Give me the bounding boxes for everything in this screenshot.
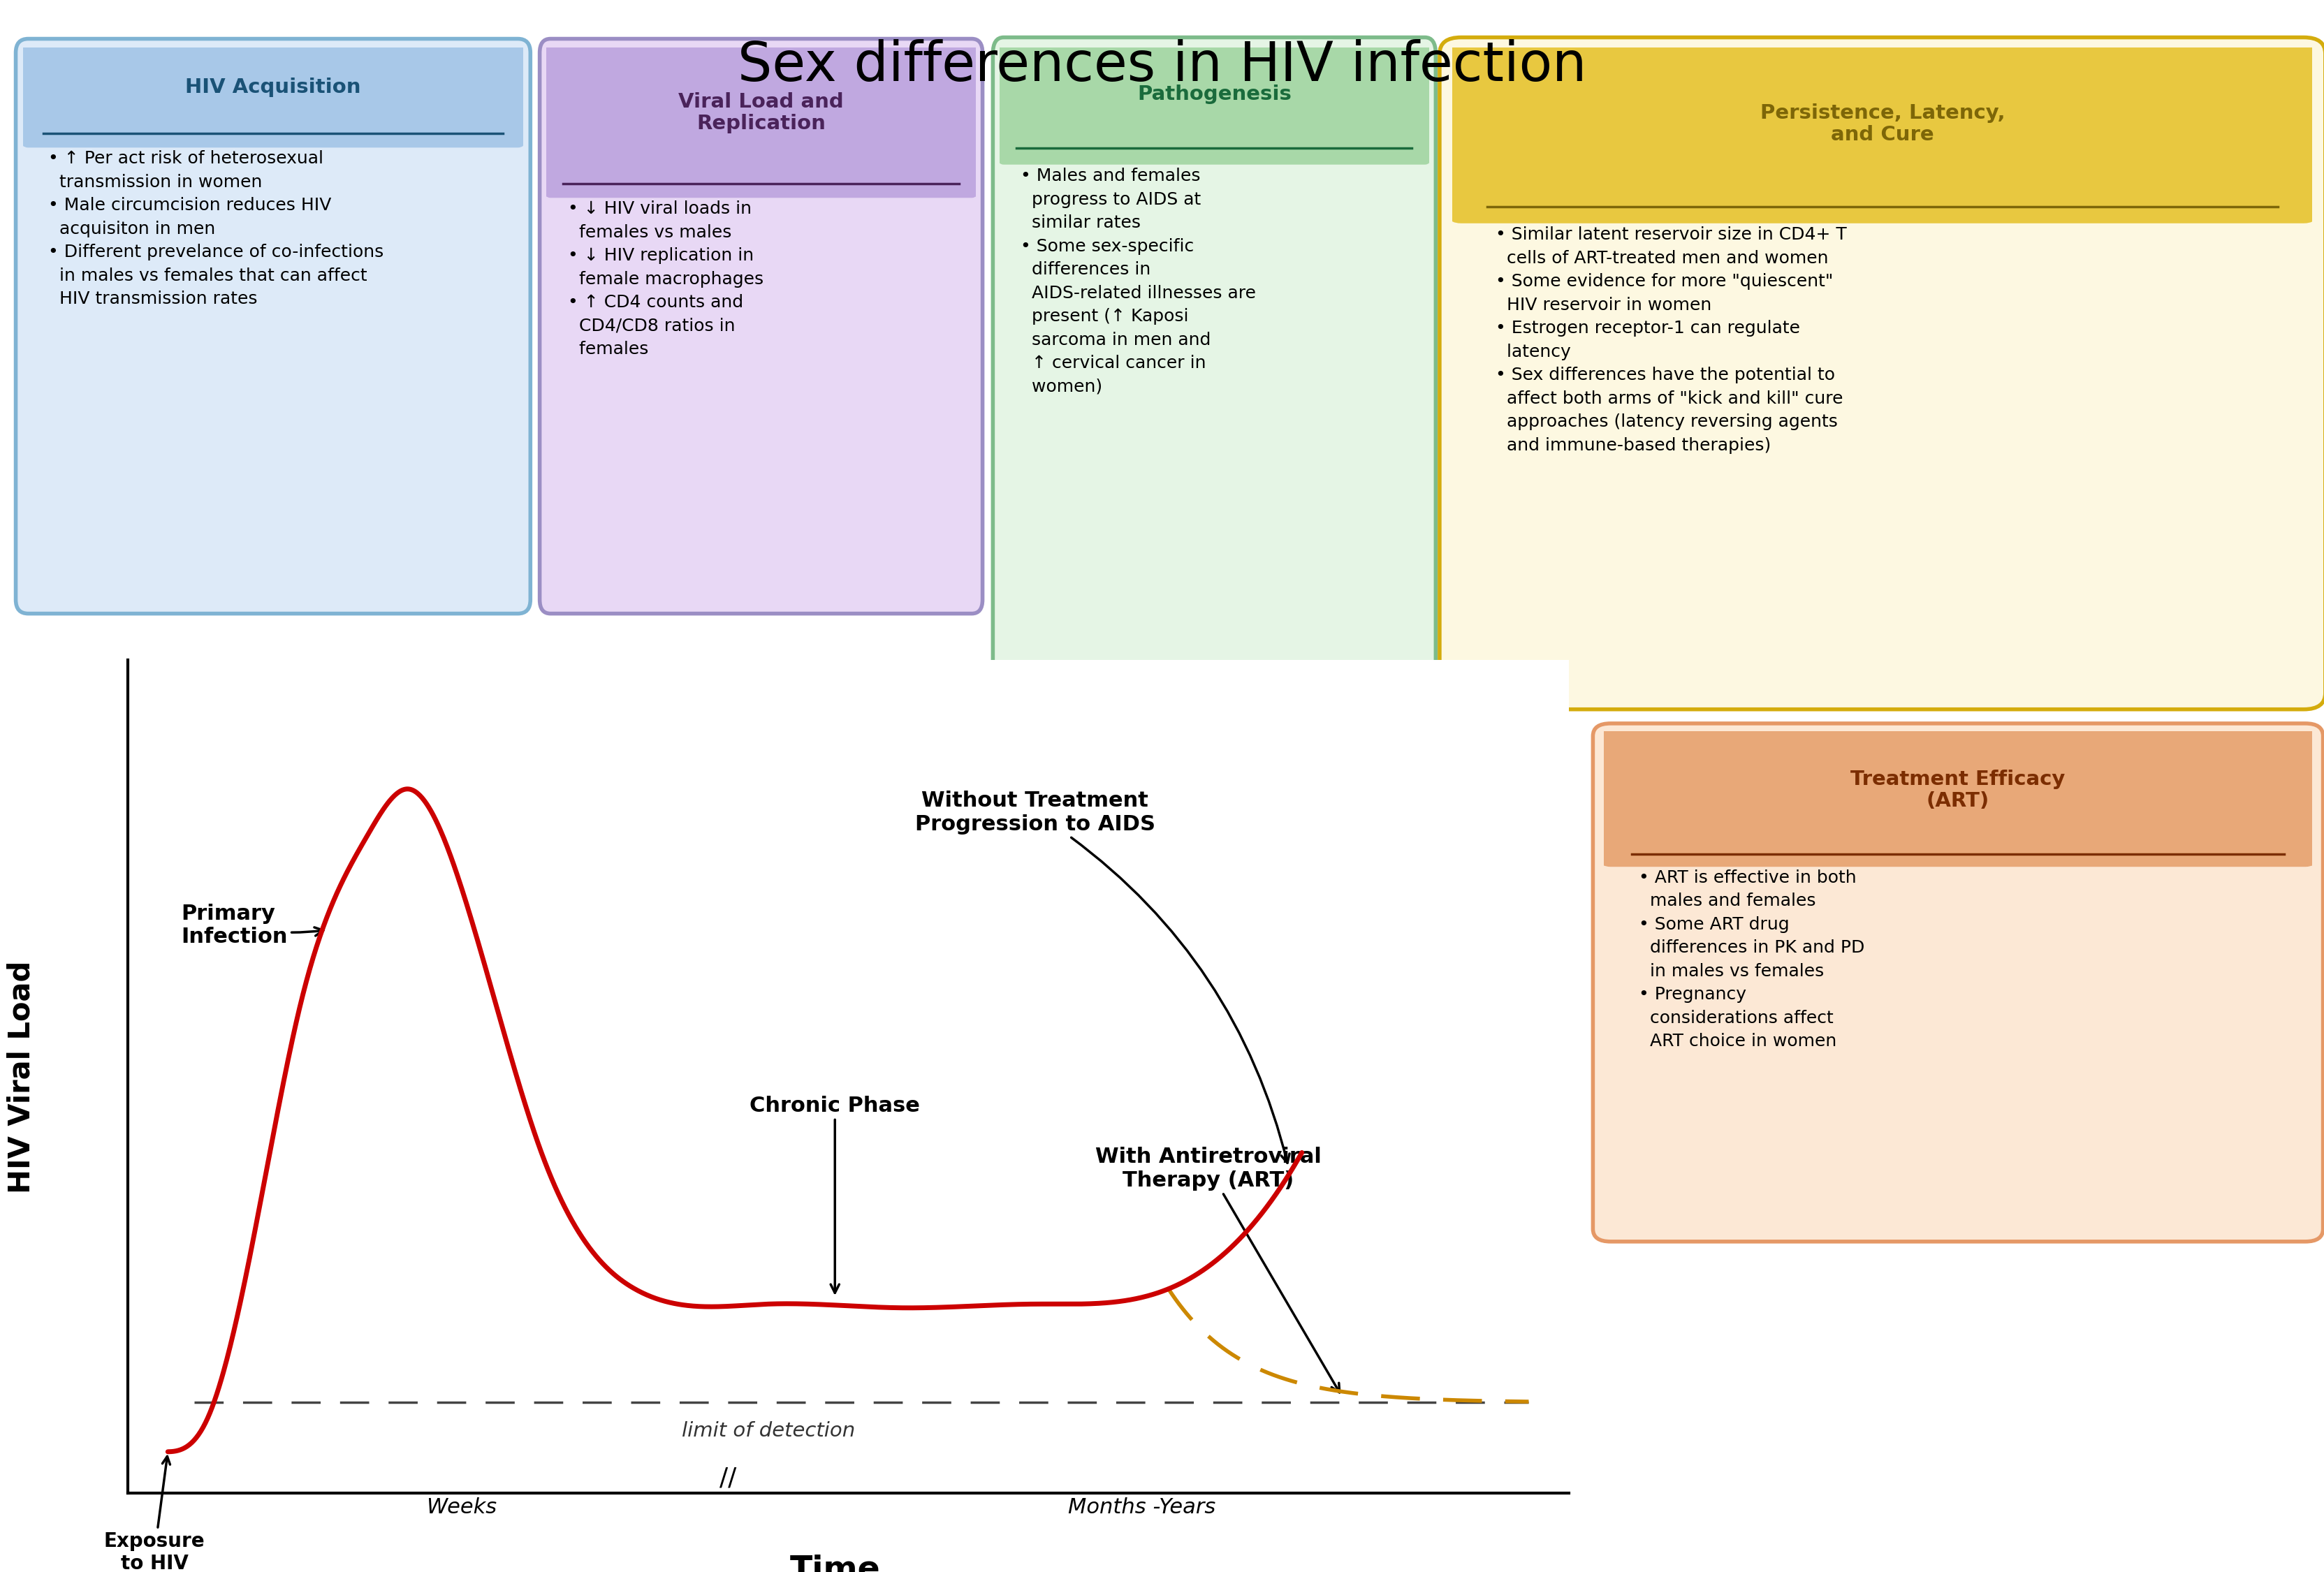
Text: • ART is effective in both
  males and females
• Some ART drug
  differences in : • ART is effective in both males and fem… [1638, 869, 1864, 1050]
Text: Pathogenesis: Pathogenesis [1136, 85, 1292, 104]
Text: Primary
Infection: Primary Infection [181, 904, 323, 948]
Text: HIV Acquisition: HIV Acquisition [186, 79, 360, 97]
Text: Months -Years: Months -Years [1069, 1497, 1215, 1517]
FancyBboxPatch shape [1592, 723, 2324, 1242]
FancyBboxPatch shape [16, 39, 530, 613]
Text: • ↑ Per act risk of heterosexual
  transmission in women
• Male circumcision red: • ↑ Per act risk of heterosexual transmi… [49, 151, 383, 308]
Text: Viral Load and
Replication: Viral Load and Replication [679, 93, 844, 134]
Text: Without Treatment
Progression to AIDS: Without Treatment Progression to AIDS [916, 791, 1290, 1163]
FancyBboxPatch shape [21, 28, 525, 148]
FancyBboxPatch shape [997, 24, 1432, 165]
Text: Sex differences in HIV infection: Sex differences in HIV infection [737, 39, 1587, 93]
Text: Treatment Efficacy
(ART): Treatment Efficacy (ART) [1850, 769, 2066, 811]
FancyBboxPatch shape [539, 39, 983, 613]
Text: Chronic Phase: Chronic Phase [751, 1096, 920, 1292]
FancyBboxPatch shape [1439, 38, 2324, 709]
Text: limit of detection: limit of detection [681, 1421, 855, 1442]
Text: With Antiretroviral
Therapy (ART): With Antiretroviral Therapy (ART) [1095, 1146, 1339, 1393]
Text: HIV Viral Load: HIV Viral Load [7, 960, 35, 1193]
FancyBboxPatch shape [1599, 714, 2317, 866]
FancyBboxPatch shape [544, 28, 978, 198]
Text: Time: Time [790, 1555, 881, 1572]
Text: Persistence, Latency,
and Cure: Persistence, Latency, and Cure [1759, 104, 2006, 145]
Text: • ↓ HIV viral loads in
  females vs males
• ↓ HIV replication in
  female macrop: • ↓ HIV viral loads in females vs males … [567, 201, 762, 358]
Text: • Males and females
  progress to AIDS at
  similar rates
• Some sex-specific
  : • Males and females progress to AIDS at … [1020, 168, 1257, 395]
FancyBboxPatch shape [1448, 24, 2317, 223]
Text: Exposure
to HIV: Exposure to HIV [105, 1456, 205, 1572]
Text: • Similar latent reservoir size in CD4+ T
  cells of ART-treated men and women
•: • Similar latent reservoir size in CD4+ … [1497, 226, 1848, 454]
Text: //: // [720, 1467, 737, 1490]
FancyBboxPatch shape [992, 38, 1436, 709]
Text: Weeks: Weeks [425, 1497, 497, 1517]
